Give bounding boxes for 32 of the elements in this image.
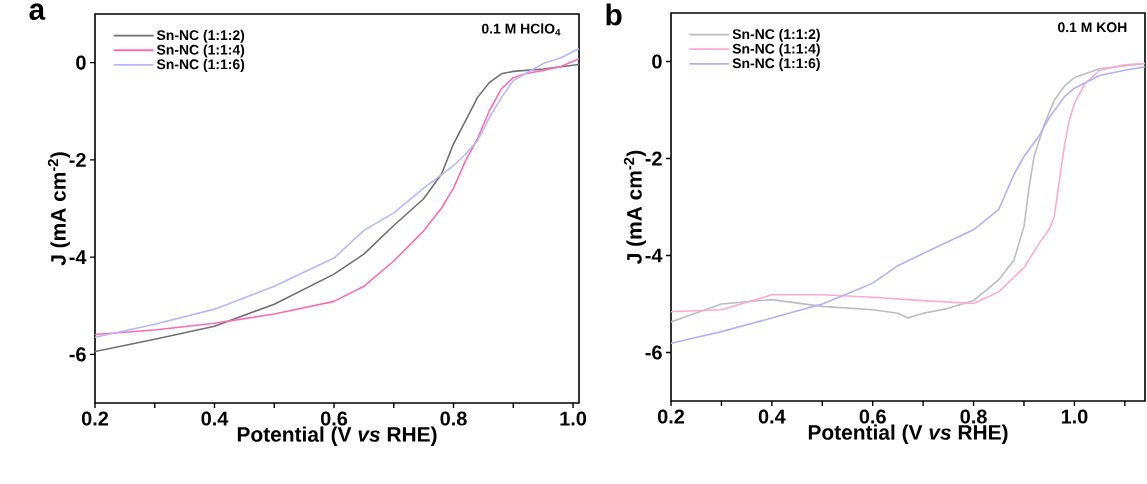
y-axis-title: J (mA cm$^{-2}$) <box>47 152 70 266</box>
x-tick-label: 0.6 <box>320 411 348 426</box>
chart-title: b <box>606 3 622 26</box>
y-tick-label: -4 <box>69 250 87 264</box>
y-tick-label: -6 <box>69 347 86 362</box>
x-tick-label: 0.8 <box>960 409 987 424</box>
x-tick-label: 1.0 <box>1061 409 1088 424</box>
annotation: 0.1 M HClO$_{4}$ <box>481 23 561 36</box>
legend-label: Sn-NC (1:1:2) <box>156 29 245 43</box>
x-axis-title: Potential (V vs RHE) <box>808 424 1008 444</box>
x-axis-title: Potential (V vs RHE) <box>237 426 437 446</box>
legend-label: Sn-NC (1:1:6) <box>156 59 245 73</box>
x-tick-label: 0.2 <box>657 409 685 424</box>
x-tick-label: 1.0 <box>560 411 587 426</box>
y-tick-label: -6 <box>645 345 662 360</box>
legend-label: Sn-NC (1:1:6) <box>732 57 820 71</box>
legend-label: Sn-NC (1:1:4) <box>732 43 820 57</box>
x-tick-label: 0.4 <box>201 411 229 426</box>
x-tick-label: 0.6 <box>859 409 886 424</box>
y-axis-title: J (mA cm$^{-2}$) <box>623 150 646 265</box>
legend-label: Sn-NC (1:1:2) <box>732 28 820 42</box>
x-tick-label: 0.2 <box>81 411 109 426</box>
x-tick-label: 0.8 <box>440 411 467 426</box>
chart-title: a <box>29 3 46 20</box>
y-tick-label: 0 <box>652 54 662 69</box>
legend-label: Sn-NC (1:1:4) <box>156 44 245 58</box>
y-tick-label: 0 <box>76 55 86 70</box>
y-tick-label: -2 <box>645 151 662 166</box>
y-tick-label: -2 <box>69 152 86 167</box>
annotation: 0.1 M KOH <box>1058 22 1127 33</box>
y-tick-label: -4 <box>645 248 663 263</box>
x-tick-label: 0.4 <box>758 409 786 424</box>
